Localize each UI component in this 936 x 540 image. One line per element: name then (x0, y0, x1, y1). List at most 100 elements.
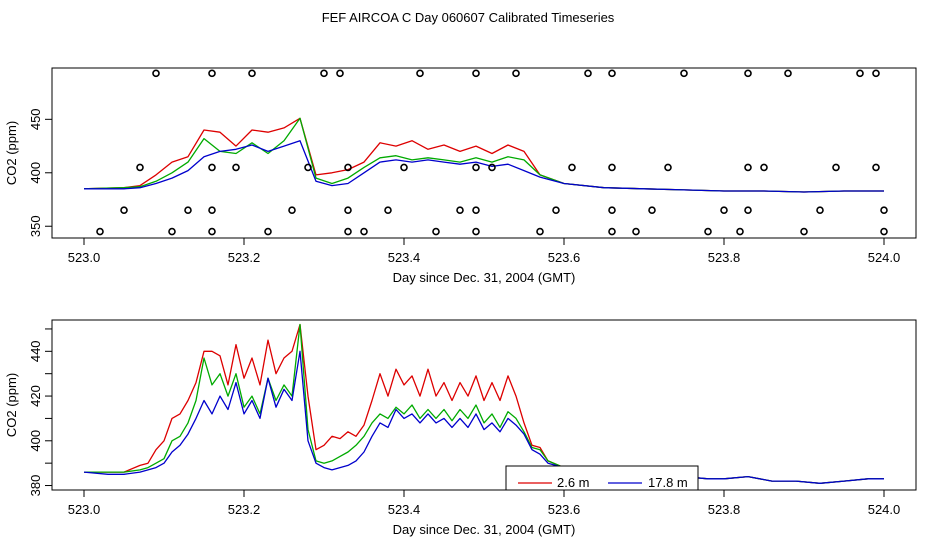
top-marker-circle (384, 206, 392, 215)
top-marker-circle (304, 163, 312, 172)
bottom-y-tick-label: 440 (28, 340, 43, 362)
top-series-17-8-m (84, 140, 884, 193)
bottom-y-axis-label: CO2 (ppm) (4, 373, 19, 437)
bottom-x-tick-label: 524.0 (868, 502, 901, 517)
bottom-y-tick-label: 380 (28, 475, 43, 497)
top-y-tick-label: 450 (28, 108, 43, 130)
bottom-x-tick-label: 523.6 (548, 502, 581, 517)
top-marker-circle (208, 163, 216, 172)
top-marker-circle (344, 206, 352, 215)
top-marker-circle (136, 163, 144, 172)
top-y-tick-label: 400 (28, 162, 43, 184)
bottom-x-tick-label: 523.2 (228, 502, 261, 517)
top-marker-circle (872, 69, 880, 78)
top-marker-circle (880, 206, 888, 215)
top-y-axis: 350 400 450 (28, 108, 52, 237)
top-x-tick-label: 523.0 (68, 250, 101, 265)
top-series-group (83, 117, 884, 193)
top-marker-circle (784, 69, 792, 78)
bottom-y-axis: 380 400 420 440 (28, 328, 52, 497)
top-marker-circle (432, 227, 440, 236)
top-plot-frame (51, 67, 917, 239)
top-marker-circle (608, 227, 616, 236)
bottom-chart-panel: 523.0 523.2 523.4 523.6 523.8 524.0 380 400 420… (4, 319, 917, 537)
top-marker-circle (184, 206, 192, 215)
top-marker-circle (816, 206, 824, 215)
top-marker-circle (664, 163, 672, 172)
top-marker-circle (360, 227, 368, 236)
top-marker-circle (472, 206, 480, 215)
legend-label-2-6m: 2.6 m (557, 475, 590, 490)
top-chart-panel: 523.0 523.2 523.4 523.6 523.8 524.0 350 400 450… (4, 67, 917, 285)
top-marker-circle (208, 69, 216, 78)
top-marker-circle (472, 227, 480, 236)
top-marker-circle (584, 69, 592, 78)
top-marker-circle (232, 163, 240, 172)
top-marker-circle (880, 227, 888, 236)
top-y-axis-label: CO2 (ppm) (4, 121, 19, 185)
legend-box (505, 465, 699, 491)
top-marker-circle (536, 227, 544, 236)
top-marker-circle (488, 163, 496, 172)
top-marker-circle (472, 69, 480, 78)
top-marker-circle (872, 163, 880, 172)
top-marker-circle (512, 69, 520, 78)
top-marker-circle (760, 163, 768, 172)
top-marker-circle (856, 69, 864, 78)
top-x-tick-label: 523.4 (388, 250, 421, 265)
bottom-y-tick-label: 420 (28, 385, 43, 407)
top-marker-circle (568, 163, 576, 172)
bottom-x-tick-label: 523.0 (68, 502, 101, 517)
top-marker-circle (288, 206, 296, 215)
top-marker-circle (472, 163, 480, 172)
top-marker-circle (264, 227, 272, 236)
top-marker-circle (800, 227, 808, 236)
top-x-tick-label: 523.8 (708, 250, 741, 265)
top-marker-circle (744, 69, 752, 78)
top-marker-circle (832, 163, 840, 172)
top-marker-circle (168, 227, 176, 236)
top-marker-circle (720, 206, 728, 215)
top-marker-circle (680, 69, 688, 78)
top-marker-circle (608, 69, 616, 78)
top-marker-circle (608, 206, 616, 215)
legend-label-17-8m: 17.8 m (648, 475, 688, 490)
top-marker-circle (704, 227, 712, 236)
bottom-x-axis-label: Day since Dec. 31, 2004 (GMT) (393, 522, 576, 537)
top-marker-circle (608, 163, 616, 172)
top-marker-circle (648, 206, 656, 215)
top-marker-circle (552, 206, 560, 215)
top-marker-circle (344, 227, 352, 236)
top-x-tick-label: 523.2 (228, 250, 261, 265)
top-marker-circle (456, 206, 464, 215)
bottom-y-tick-label: 400 (28, 430, 43, 452)
top-marker-circle (632, 227, 640, 236)
top-marker-circle (416, 69, 424, 78)
top-marker-circle (344, 163, 352, 172)
top-marker-circle (744, 163, 752, 172)
bottom-x-axis: 523.0 523.2 523.4 523.6 523.8 524.0 (68, 490, 901, 517)
top-y-tick-label: 350 (28, 215, 43, 237)
top-x-axis-label: Day since Dec. 31, 2004 (GMT) (393, 270, 576, 285)
bottom-x-tick-label: 523.4 (388, 502, 421, 517)
top-x-tick-label: 524.0 (868, 250, 901, 265)
top-marker-circle (120, 206, 128, 215)
top-marker-circle (400, 163, 408, 172)
top-x-tick-label: 523.6 (548, 250, 581, 265)
top-marker-circle (744, 206, 752, 215)
top-marker-circle (320, 69, 328, 78)
top-marker-circle (208, 227, 216, 236)
top-marker-circle (96, 227, 104, 236)
bottom-x-tick-label: 523.8 (708, 502, 741, 517)
bottom-plot-frame (51, 319, 917, 491)
legend: 2.6 m 17.8 m (505, 465, 699, 491)
top-marker-circle (736, 227, 744, 236)
top-marker-circle (152, 69, 160, 78)
top-marker-circle (336, 69, 344, 78)
top-marker-circle (248, 69, 256, 78)
top-x-axis: 523.0 523.2 523.4 523.6 523.8 524.0 (68, 238, 901, 265)
top-markers-group (96, 69, 888, 236)
figure-title: FEF AIRCOA C Day 060607 Calibrated Times… (322, 10, 615, 25)
top-marker-circle (208, 206, 216, 215)
